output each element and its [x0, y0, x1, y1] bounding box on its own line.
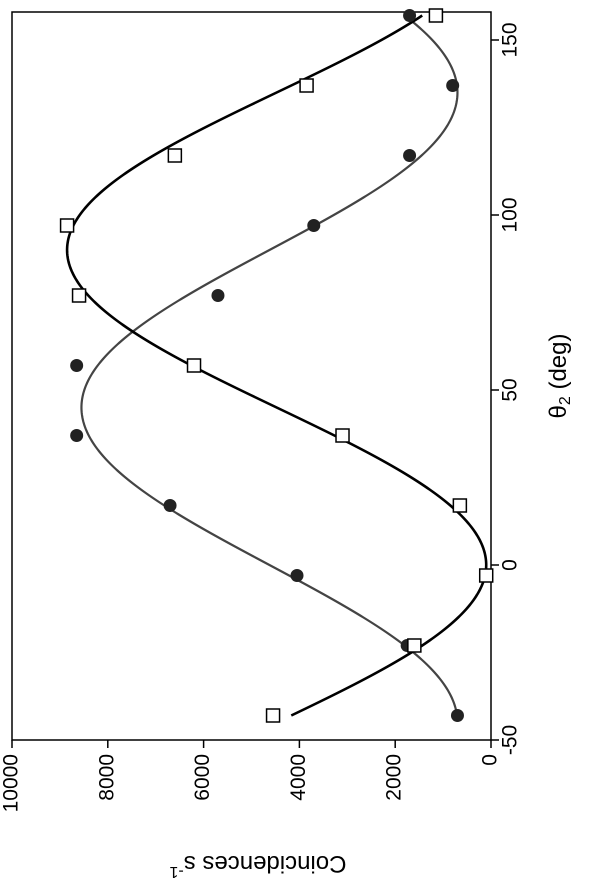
- y-tick-label: 10000: [0, 754, 23, 812]
- series-2-point-1: [265, 708, 281, 723]
- series-2-point-4: [452, 498, 468, 513]
- x-axis-title: θ2 (deg): [545, 334, 574, 419]
- series-1-point-4: [163, 499, 177, 512]
- series-2-point-6: [186, 358, 202, 373]
- series-1-point-3: [290, 569, 304, 582]
- series-1-point-6: [70, 359, 84, 372]
- y-axis-ticks: 0 2000 4000 6000 8000 10000: [0, 740, 502, 812]
- y-axis-title-main: Coincidences s: [184, 850, 347, 877]
- y-tick-label: 2000: [383, 754, 406, 801]
- x-tick-label: -50: [499, 725, 522, 755]
- series-1-point-7: [211, 289, 225, 302]
- series-1-point-10: [446, 79, 460, 92]
- y-tick-label: 0: [479, 754, 502, 766]
- series-2-point-3: [478, 568, 494, 583]
- x-tick-label: 0: [499, 559, 522, 571]
- x-axis-title-unit: (deg): [545, 334, 572, 397]
- series-1-point-9: [403, 149, 417, 162]
- fit-curves: [65, 14, 488, 717]
- x-tick-label: 100: [499, 197, 522, 232]
- y-axis-title: Coincidences s-1: [169, 850, 346, 880]
- svg-text:Coincidences s-1: Coincidences s-1: [169, 850, 346, 880]
- series-2-point-9: [167, 148, 183, 163]
- x-tick-label: 50: [499, 378, 522, 401]
- x-axis-title-main: θ: [545, 405, 572, 418]
- x-axis-ticks: -50 0 50 100 150: [491, 22, 522, 755]
- series-1-point-5: [70, 429, 84, 442]
- x-tick-label: 150: [499, 22, 522, 57]
- fit-curve-2: [65, 14, 488, 717]
- y-tick-label: 8000: [95, 754, 118, 801]
- fit-curve-1: [80, 14, 459, 716]
- series-2-point-2: [407, 638, 422, 653]
- y-axis-title-sup: -1: [169, 863, 183, 880]
- series-1-point-8: [307, 219, 321, 232]
- series-1-point-11: [403, 9, 417, 22]
- series-2-point-10: [299, 78, 314, 93]
- series-2-point-5: [335, 428, 350, 443]
- plot-frame: [11, 11, 492, 741]
- series-2-point-8: [59, 218, 75, 233]
- data-markers: [59, 8, 494, 723]
- x-axis-title-sub: 2: [557, 396, 574, 405]
- series-1-point-1: [450, 709, 464, 722]
- y-tick-label: 4000: [287, 754, 310, 801]
- series-2-point-7: [71, 288, 87, 303]
- svg-text:θ2 (deg): θ2 (deg): [545, 334, 574, 419]
- series-2-point-11: [428, 8, 444, 23]
- y-tick-label: 6000: [191, 754, 214, 801]
